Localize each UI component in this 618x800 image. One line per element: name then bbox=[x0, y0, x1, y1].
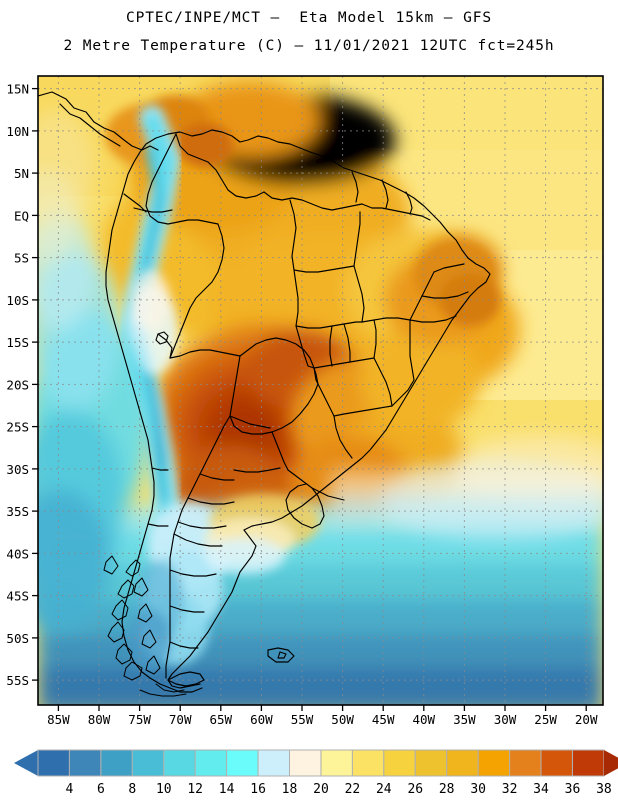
colorbar-band bbox=[446, 749, 479, 777]
x-tick-label: 80W bbox=[88, 712, 111, 727]
colorbar-band bbox=[320, 749, 353, 777]
y-tick-label: 20S bbox=[6, 377, 29, 392]
x-tick-label: 40W bbox=[413, 712, 436, 727]
colorbar-tick-label: 28 bbox=[439, 782, 455, 797]
colorbar-tick-label: 6 bbox=[97, 782, 105, 797]
x-tick-label: 20W bbox=[575, 712, 598, 727]
colorbar-tick-label: 4 bbox=[65, 782, 73, 797]
colorbar-band bbox=[163, 749, 196, 777]
x-tick-label: 55W bbox=[291, 712, 314, 727]
x-tick-label: 35W bbox=[453, 712, 476, 727]
colorbar-under-arrow bbox=[14, 750, 38, 776]
colorbar-band bbox=[37, 749, 70, 777]
colorbar-band bbox=[540, 749, 573, 777]
colorbar-tick-label: 16 bbox=[250, 782, 266, 797]
y-tick-label: 45S bbox=[6, 589, 29, 604]
y-tick-label: 35S bbox=[6, 504, 29, 519]
x-axis-labels: 85W 80W 75W 70W 65W 60W 55W 50W 45W 40W … bbox=[47, 712, 598, 727]
x-tick-label: 70W bbox=[169, 712, 192, 727]
colorbar-tick-label: 18 bbox=[282, 782, 298, 797]
colorbar-tick-label: 10 bbox=[156, 782, 172, 797]
colorbar-band bbox=[351, 749, 385, 777]
y-tick-label: 55S bbox=[6, 673, 29, 688]
colorbar-tick-label: 14 bbox=[219, 782, 235, 797]
colorbar-band bbox=[383, 749, 416, 777]
map-gridlines bbox=[38, 76, 603, 705]
colorbar-band bbox=[68, 749, 102, 777]
axis-ticks bbox=[32, 87, 587, 711]
y-tick-label: 15S bbox=[6, 335, 29, 350]
map-frame bbox=[37, 75, 604, 706]
y-tick-label: 10N bbox=[6, 124, 29, 139]
colorbar-tick-label: 24 bbox=[376, 782, 392, 797]
colorbar: 4 6 8 10 12 14 16 18 20 22 24 26 28 30 3… bbox=[14, 749, 618, 797]
y-tick-label: 5N bbox=[14, 166, 29, 181]
colorbar-band bbox=[477, 749, 511, 777]
x-tick-label: 25W bbox=[534, 712, 557, 727]
y-tick-label: 30S bbox=[6, 462, 29, 477]
title-line-model: CPTEC/INPE/MCT — Eta Model 15km — GFS bbox=[126, 10, 492, 26]
colorbar-bands bbox=[37, 749, 605, 777]
colorbar-band bbox=[194, 749, 228, 777]
colorbar-tick-label: 30 bbox=[470, 782, 486, 797]
x-tick-label: 60W bbox=[250, 712, 273, 727]
colorbar-over-arrow bbox=[604, 750, 618, 776]
colorbar-band bbox=[289, 749, 322, 777]
colorbar-band bbox=[414, 749, 448, 777]
colorbar-tick-label: 34 bbox=[533, 782, 549, 797]
y-tick-label: 15N bbox=[6, 82, 29, 97]
chart-title-block: CPTEC/INPE/MCT — Eta Model 15km — GFS 2 … bbox=[0, 0, 618, 60]
colorbar-band bbox=[257, 749, 291, 777]
colorbar-band bbox=[131, 749, 165, 777]
colorbar-tick-label: 26 bbox=[407, 782, 423, 797]
colorbar-tick-label: 22 bbox=[345, 782, 361, 797]
x-tick-label: 30W bbox=[494, 712, 517, 727]
y-axis-labels: 15N 10N 5N EQ 5S 10S 15S 20S 25S 30S 35S… bbox=[6, 82, 29, 689]
x-tick-label: 45W bbox=[372, 712, 395, 727]
x-tick-label: 85W bbox=[47, 712, 70, 727]
colorbar-band bbox=[572, 749, 605, 777]
y-tick-label: 5S bbox=[14, 251, 29, 266]
colorbar-tick-labels: 4 6 8 10 12 14 16 18 20 22 24 26 28 30 3… bbox=[65, 782, 611, 797]
y-tick-label: 25S bbox=[6, 420, 29, 435]
colorbar-tick-label: 32 bbox=[502, 782, 518, 797]
colorbar-tick-label: 8 bbox=[128, 782, 136, 797]
colorbar-band bbox=[509, 749, 542, 777]
x-tick-label: 50W bbox=[331, 712, 354, 727]
colorbar-band bbox=[100, 749, 133, 777]
colorbar-tick-label: 36 bbox=[565, 782, 581, 797]
colorbar-band bbox=[226, 749, 259, 777]
coastline-and-borders bbox=[38, 91, 491, 697]
y-tick-label: EQ bbox=[14, 208, 29, 223]
colorbar-tick-label: 38 bbox=[596, 782, 612, 797]
y-tick-label: 10S bbox=[6, 293, 29, 308]
y-tick-label: 40S bbox=[6, 546, 29, 561]
x-tick-label: 65W bbox=[210, 712, 233, 727]
title-line-variable: 2 Metre Temperature (C) — 11/01/2021 12U… bbox=[63, 38, 555, 54]
colorbar-tick-label: 12 bbox=[187, 782, 203, 797]
colorbar-tick-label: 20 bbox=[313, 782, 329, 797]
x-tick-label: 75W bbox=[128, 712, 151, 727]
y-tick-label: 50S bbox=[6, 631, 29, 646]
